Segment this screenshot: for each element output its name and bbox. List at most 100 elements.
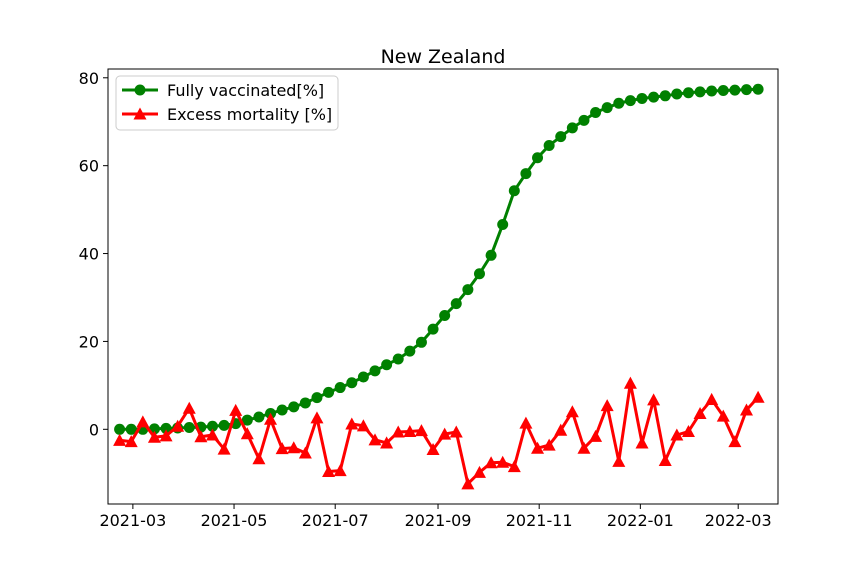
data-point xyxy=(345,417,359,430)
series-line-excess-mortality xyxy=(119,381,760,486)
data-point xyxy=(183,422,195,434)
legend-marker-triangle xyxy=(133,107,147,120)
data-point xyxy=(473,268,485,280)
data-point xyxy=(461,477,475,490)
data-point xyxy=(252,452,266,465)
data-point xyxy=(671,88,683,100)
x-tick-label: 2021-09 xyxy=(405,511,472,530)
chart-title: New Zealand xyxy=(381,46,506,68)
data-point xyxy=(392,353,404,365)
x-tick-label: 2021-03 xyxy=(99,511,166,530)
data-point xyxy=(205,428,219,441)
data-point xyxy=(520,168,532,180)
legend-box xyxy=(115,75,339,131)
data-point xyxy=(485,249,497,261)
data-point xyxy=(554,423,568,436)
data-point xyxy=(682,87,694,99)
data-point xyxy=(240,427,254,440)
data-point xyxy=(623,376,637,389)
data-point xyxy=(693,406,707,420)
data-point xyxy=(218,419,230,431)
data-point xyxy=(497,219,509,231)
data-point xyxy=(694,86,706,98)
data-point xyxy=(241,414,253,426)
data-point xyxy=(380,436,394,449)
data-point xyxy=(298,446,312,459)
data-point xyxy=(357,371,369,383)
data-point xyxy=(206,420,218,432)
data-point xyxy=(508,185,520,197)
data-point xyxy=(635,436,649,449)
x-tick-label: 2021-07 xyxy=(302,511,369,530)
data-point xyxy=(484,456,498,469)
data-point xyxy=(600,399,614,412)
data-point xyxy=(681,425,695,438)
data-point xyxy=(334,382,346,394)
data-point xyxy=(346,377,358,389)
data-point xyxy=(705,392,719,405)
data-point xyxy=(253,411,265,423)
data-point xyxy=(159,429,173,442)
data-point xyxy=(415,336,427,348)
data-point xyxy=(381,359,393,371)
plot-area xyxy=(113,83,765,490)
data-point xyxy=(658,454,672,467)
data-point xyxy=(739,403,753,416)
data-point xyxy=(590,107,602,118)
y-tick-label: 60 xyxy=(79,157,99,176)
data-point xyxy=(717,85,729,97)
data-point xyxy=(427,323,439,335)
data-point xyxy=(288,401,300,413)
data-point xyxy=(532,152,544,164)
data-point xyxy=(716,409,730,422)
data-point xyxy=(507,460,521,473)
data-point xyxy=(496,455,510,468)
data-point xyxy=(519,416,533,429)
data-point xyxy=(391,425,405,438)
x-tick-label: 2022-03 xyxy=(705,511,772,530)
data-point xyxy=(414,424,428,437)
data-point xyxy=(543,139,555,151)
data-point xyxy=(531,441,545,454)
legend-label-excess-mortality: Excess mortality [%] xyxy=(167,105,332,124)
data-point xyxy=(124,435,138,448)
data-point xyxy=(612,454,626,467)
x-tick-label: 2021-11 xyxy=(506,511,573,530)
y-tick-label: 80 xyxy=(79,69,99,88)
legend: Fully vaccinated[%] Excess mortality [%] xyxy=(115,75,339,131)
data-point xyxy=(404,345,416,357)
data-point xyxy=(624,95,636,107)
data-point xyxy=(728,435,742,448)
data-point xyxy=(114,423,126,435)
data-point xyxy=(323,386,335,398)
data-point xyxy=(136,415,150,428)
data-point xyxy=(659,90,671,102)
y-axis: 0 20 40 60 80 xyxy=(79,69,108,439)
data-point xyxy=(147,430,161,443)
data-point xyxy=(555,131,567,143)
data-point xyxy=(194,430,208,443)
y-tick-label: 40 xyxy=(79,245,99,264)
data-point xyxy=(287,441,301,454)
data-point xyxy=(426,443,440,456)
data-point xyxy=(356,419,370,432)
data-point xyxy=(229,403,243,416)
y-tick-label: 0 xyxy=(89,420,99,439)
data-point xyxy=(438,427,452,440)
data-point xyxy=(322,464,336,478)
data-point xyxy=(276,404,288,416)
data-point xyxy=(566,122,578,134)
data-point xyxy=(333,464,347,477)
data-point xyxy=(125,423,137,435)
data-point xyxy=(403,425,417,438)
data-point xyxy=(740,84,752,96)
legend-entry-excess-mortality: Excess mortality [%] xyxy=(122,105,332,124)
data-point xyxy=(299,397,311,409)
data-point xyxy=(311,392,323,404)
data-point xyxy=(310,411,324,424)
data-point xyxy=(369,365,381,377)
data-point xyxy=(113,433,127,446)
data-point xyxy=(171,419,185,432)
x-tick-label: 2022-01 xyxy=(607,511,674,530)
